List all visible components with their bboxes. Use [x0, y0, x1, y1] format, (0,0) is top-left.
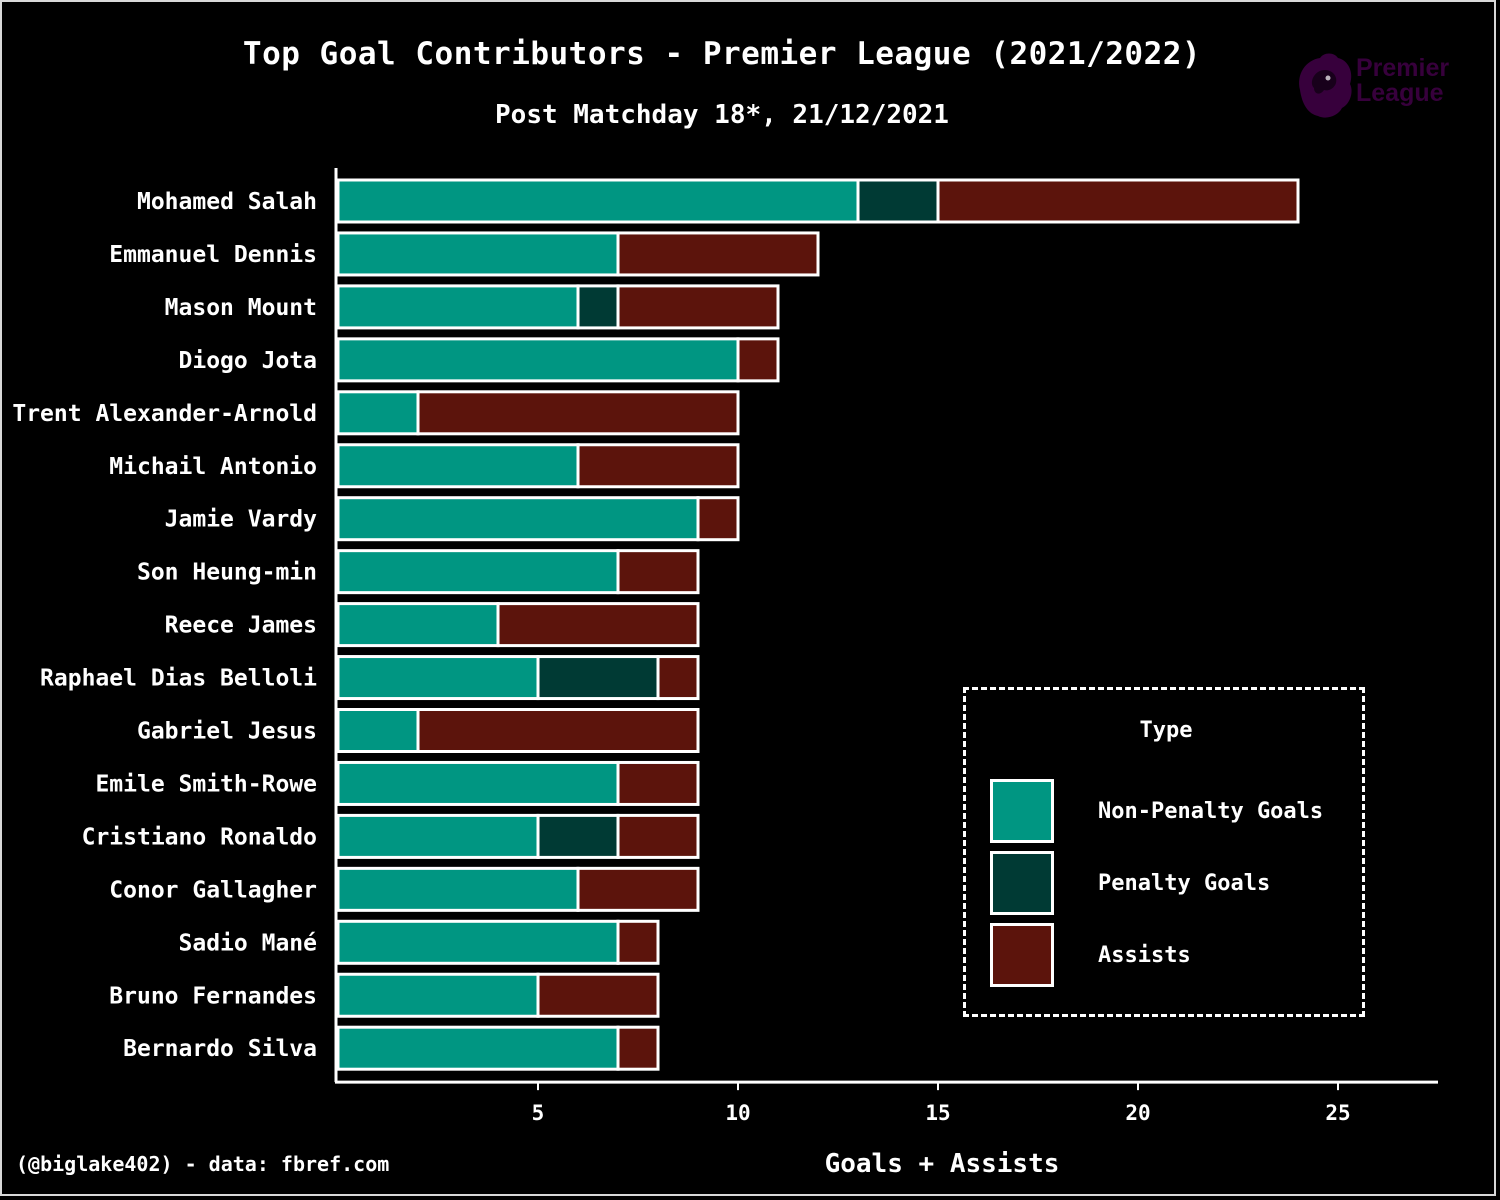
category-label-diogo-jota: Diogo Jota [179, 348, 317, 374]
category-label-bruno-fernandes: Bruno Fernandes [109, 983, 317, 1009]
legend-swatch-assists [990, 923, 1054, 987]
x-tick-label-15: 15 [925, 1101, 950, 1125]
bar-raphael-dias-belloli-non-penalty-goals [336, 655, 540, 701]
category-label-sadio-mane: Sadio Mané [179, 930, 317, 956]
category-label-bernardo-silva: Bernardo Silva [123, 1036, 317, 1062]
bar-mohamed-salah-penalty-goals [856, 178, 940, 224]
legend-title: Type [1139, 718, 1193, 743]
bar-reece-james-assists [496, 602, 700, 648]
category-label-jamie-vardy: Jamie Vardy [165, 507, 317, 533]
legend-label-penalty-goals: Penalty Goals [1098, 871, 1271, 896]
legend-item-assists: Assists [990, 923, 1350, 989]
legend-swatch-penalty-goals [990, 851, 1054, 915]
bar-son-heung-min-assists [616, 549, 700, 595]
bar-emile-smith-rowe-non-penalty-goals [336, 760, 620, 806]
bar-jamie-vardy-assists [696, 496, 740, 542]
category-label-trent-alexander-arnold: Trent Alexander-Arnold [12, 401, 317, 427]
category-label-gabriel-jesus: Gabriel Jesus [137, 719, 317, 745]
bar-sadio-mane-assists [616, 919, 660, 965]
logo-word-premier: Premier [1356, 54, 1450, 82]
bar-mason-mount-penalty-goals [576, 284, 620, 330]
bar-trent-alexander-arnold-non-penalty-goals [336, 390, 420, 436]
category-label-conor-gallagher: Conor Gallagher [109, 877, 317, 903]
chart-title: Top Goal Contributors - Premier League (… [242, 36, 1202, 72]
bar-bruno-fernandes-non-penalty-goals [336, 972, 540, 1018]
bar-cristiano-ronaldo-penalty-goals [536, 813, 620, 859]
legend-label-non-penalty-goals: Non-Penalty Goals [1098, 799, 1324, 824]
bar-reece-james-non-penalty-goals [336, 602, 500, 648]
category-label-michail-antonio: Michail Antonio [109, 454, 317, 480]
x-axis-label: Goals + Assists [825, 1149, 1060, 1179]
chart-legend: Type Non-Penalty Goals Penalty Goals Ass… [963, 687, 1365, 1017]
legend-swatch-non-penalty-goals [990, 779, 1054, 843]
category-label-cristiano-ronaldo: Cristiano Ronaldo [82, 824, 317, 850]
chart-subtitle: Post Matchday 18*, 21/12/2021 [495, 100, 949, 130]
bar-conor-gallagher-non-penalty-goals [336, 866, 580, 912]
bar-raphael-dias-belloli-penalty-goals [536, 655, 660, 701]
x-tick-label-25: 25 [1325, 1101, 1350, 1125]
bar-emile-smith-rowe-assists [616, 760, 700, 806]
bar-bruno-fernandes-assists [536, 972, 660, 1018]
logo-word-league: League [1356, 79, 1444, 107]
category-label-reece-james: Reece James [165, 613, 317, 639]
category-label-mason-mount: Mason Mount [165, 295, 317, 321]
bar-conor-gallagher-assists [576, 866, 700, 912]
logo-wordmark: Premier League [1356, 56, 1449, 106]
category-label-raphael-dias-belloli: Raphael Dias Belloli [40, 666, 317, 692]
bar-raphael-dias-belloli-assists [656, 655, 700, 701]
x-tick-label-20: 20 [1125, 1101, 1150, 1125]
bar-trent-alexander-arnold-assists [416, 390, 740, 436]
bar-michail-antonio-non-penalty-goals [336, 443, 580, 489]
bar-mason-mount-non-penalty-goals [336, 284, 580, 330]
bar-bernardo-silva-assists [616, 1025, 660, 1071]
legend-item-non-penalty-goals: Non-Penalty Goals [990, 779, 1350, 845]
bar-mohamed-salah-assists [936, 178, 1300, 224]
bar-jamie-vardy-non-penalty-goals [336, 496, 700, 542]
category-label-son-heung-min: Son Heung-min [137, 560, 317, 586]
bar-son-heung-min-non-penalty-goals [336, 549, 620, 595]
premier-league-logo: Premier League [1294, 50, 1464, 120]
bar-cristiano-ronaldo-non-penalty-goals [336, 813, 540, 859]
bar-emmanuel-dennis-assists [616, 231, 820, 277]
lion-icon [1299, 53, 1352, 118]
bar-gabriel-jesus-non-penalty-goals [336, 708, 420, 753]
category-label-emmanuel-dennis: Emmanuel Dennis [109, 242, 317, 268]
data-credit: (@biglake402) - data: fbref.com [16, 1152, 390, 1176]
bar-mason-mount-assists [616, 284, 780, 330]
bar-gabriel-jesus-assists [416, 708, 700, 753]
legend-item-penalty-goals: Penalty Goals [990, 851, 1350, 917]
category-label-mohamed-salah: Mohamed Salah [137, 189, 317, 215]
bar-emmanuel-dennis-non-penalty-goals [336, 231, 620, 277]
bar-bernardo-silva-non-penalty-goals [336, 1025, 620, 1071]
bar-mohamed-salah-non-penalty-goals [336, 178, 860, 224]
category-label-emile-smith-rowe: Emile Smith-Rowe [95, 771, 317, 797]
x-tick-label-10: 10 [725, 1101, 750, 1125]
x-tick-label-5: 5 [532, 1101, 545, 1125]
bar-sadio-mane-non-penalty-goals [336, 919, 620, 965]
bar-cristiano-ronaldo-assists [616, 813, 700, 859]
bar-diogo-jota-non-penalty-goals [336, 337, 740, 383]
bar-diogo-jota-assists [736, 337, 780, 383]
legend-label-assists: Assists [1098, 943, 1191, 968]
bar-michail-antonio-assists [576, 443, 740, 489]
